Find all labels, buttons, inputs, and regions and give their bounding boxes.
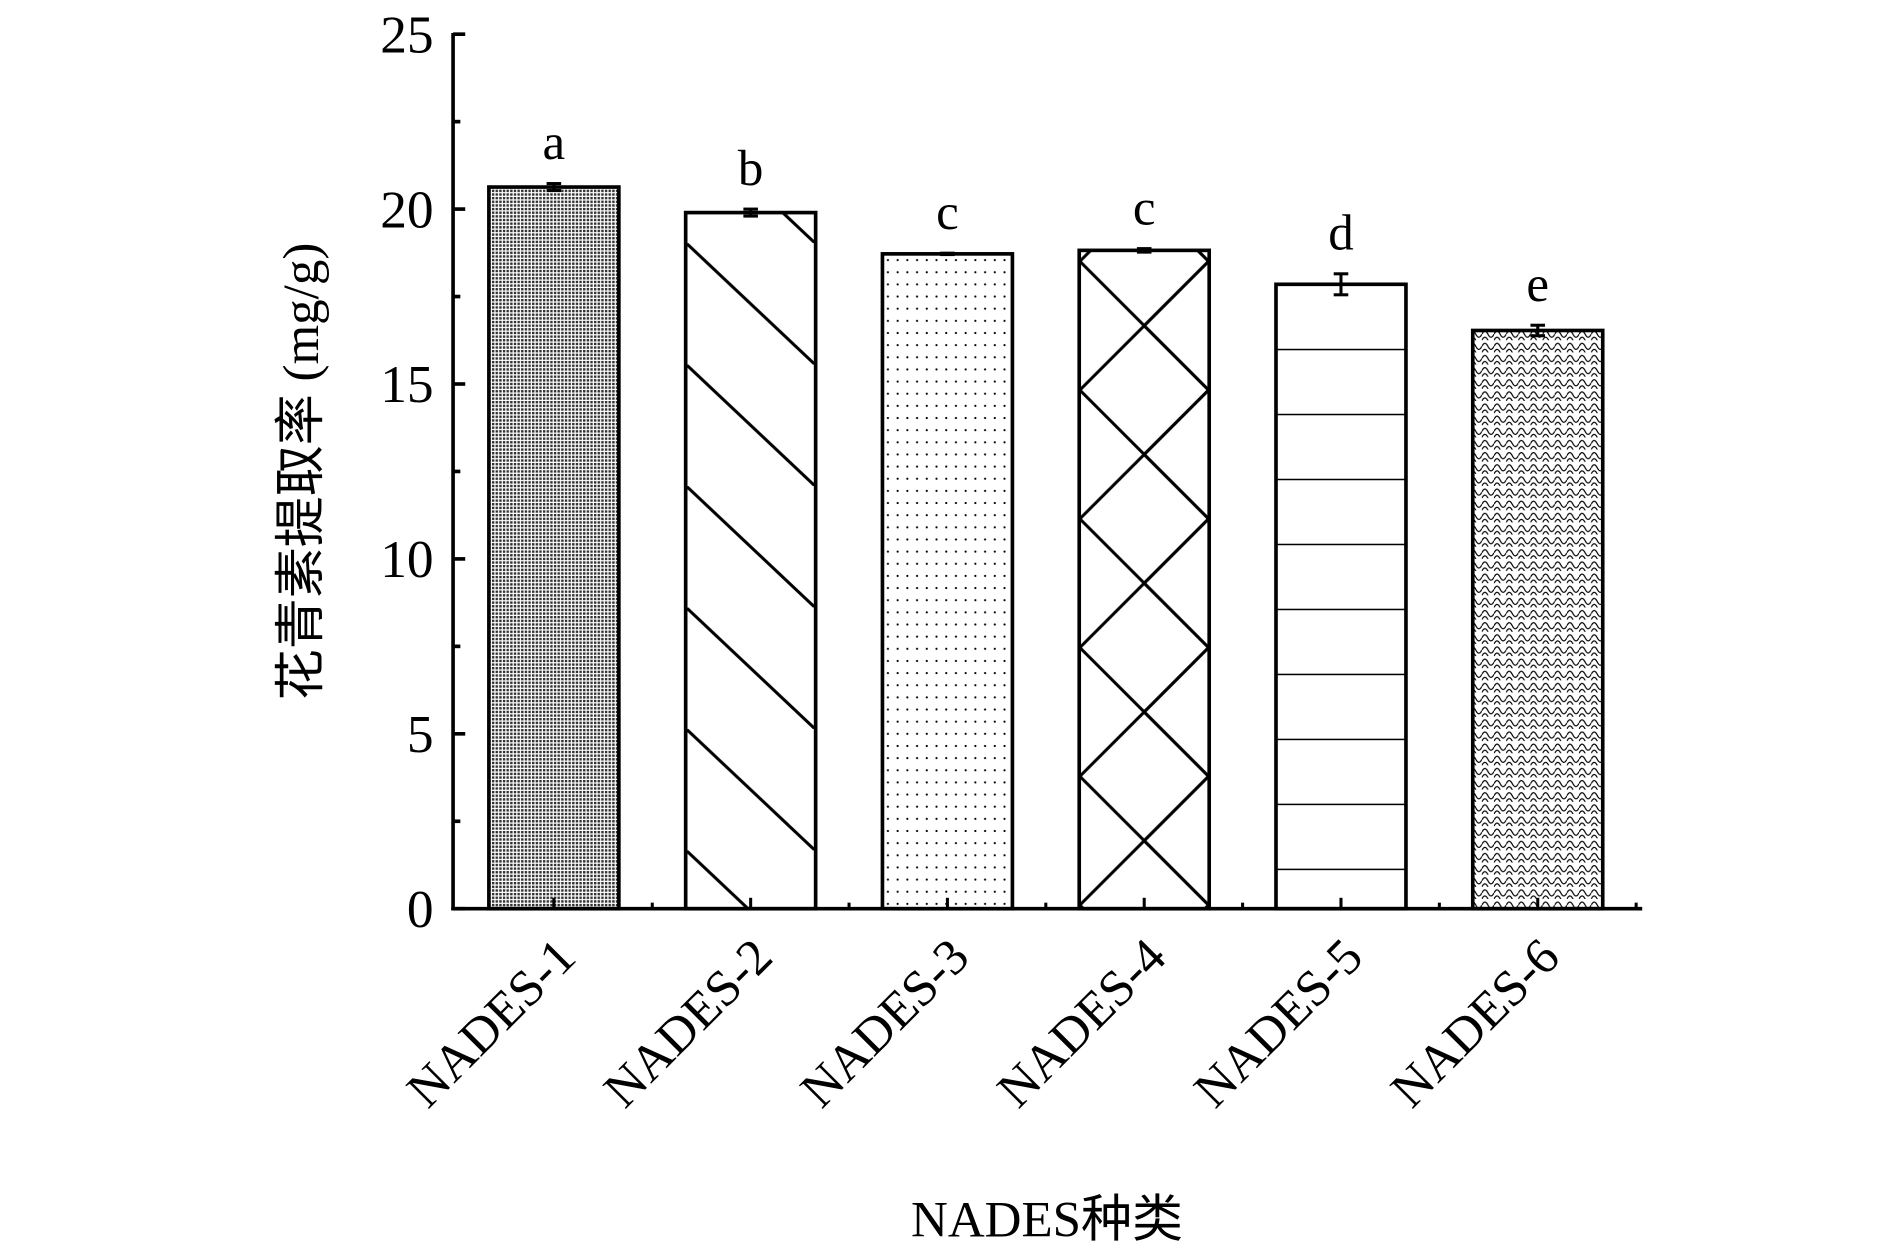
bar-NADES-4 xyxy=(1077,248,1212,911)
x-tick-label: NADES-1 xyxy=(397,929,587,1119)
y-tick-label: 5 xyxy=(407,704,434,764)
significance-label: b xyxy=(738,141,764,197)
y-tick-label: 10 xyxy=(380,529,433,589)
x-tick-label: NADES-4 xyxy=(987,929,1177,1119)
y-tick-label: 20 xyxy=(380,179,433,239)
x-tick-label: NADES-6 xyxy=(1381,929,1571,1119)
y-tick-label: 25 xyxy=(380,4,433,64)
significance-label: c xyxy=(1133,180,1156,236)
bars-group xyxy=(487,182,1605,911)
significance-label: d xyxy=(1328,206,1354,262)
bar-NADES-2 xyxy=(683,210,818,911)
x-tick-label: NADES-2 xyxy=(594,929,784,1119)
significance-label: e xyxy=(1526,257,1549,313)
x-tick-label: NADES-5 xyxy=(1184,929,1374,1119)
bar-NADES-5 xyxy=(1274,282,1408,911)
bar-NADES-3 xyxy=(880,252,1015,911)
axes-group xyxy=(451,32,1643,911)
y-tick-label: 0 xyxy=(407,879,434,939)
y-axis-label: 花青素提取率 (mg/g) xyxy=(274,243,330,701)
bar-NADES-1 xyxy=(487,185,621,911)
significance-label: c xyxy=(936,185,959,241)
bar-NADES-6 xyxy=(1470,328,1605,911)
y-tick-label: 15 xyxy=(380,354,433,414)
x-tick-label: NADES-3 xyxy=(790,929,980,1119)
significance-label: a xyxy=(543,115,566,171)
x-axis-label: NADES种类 xyxy=(911,1193,1183,1249)
